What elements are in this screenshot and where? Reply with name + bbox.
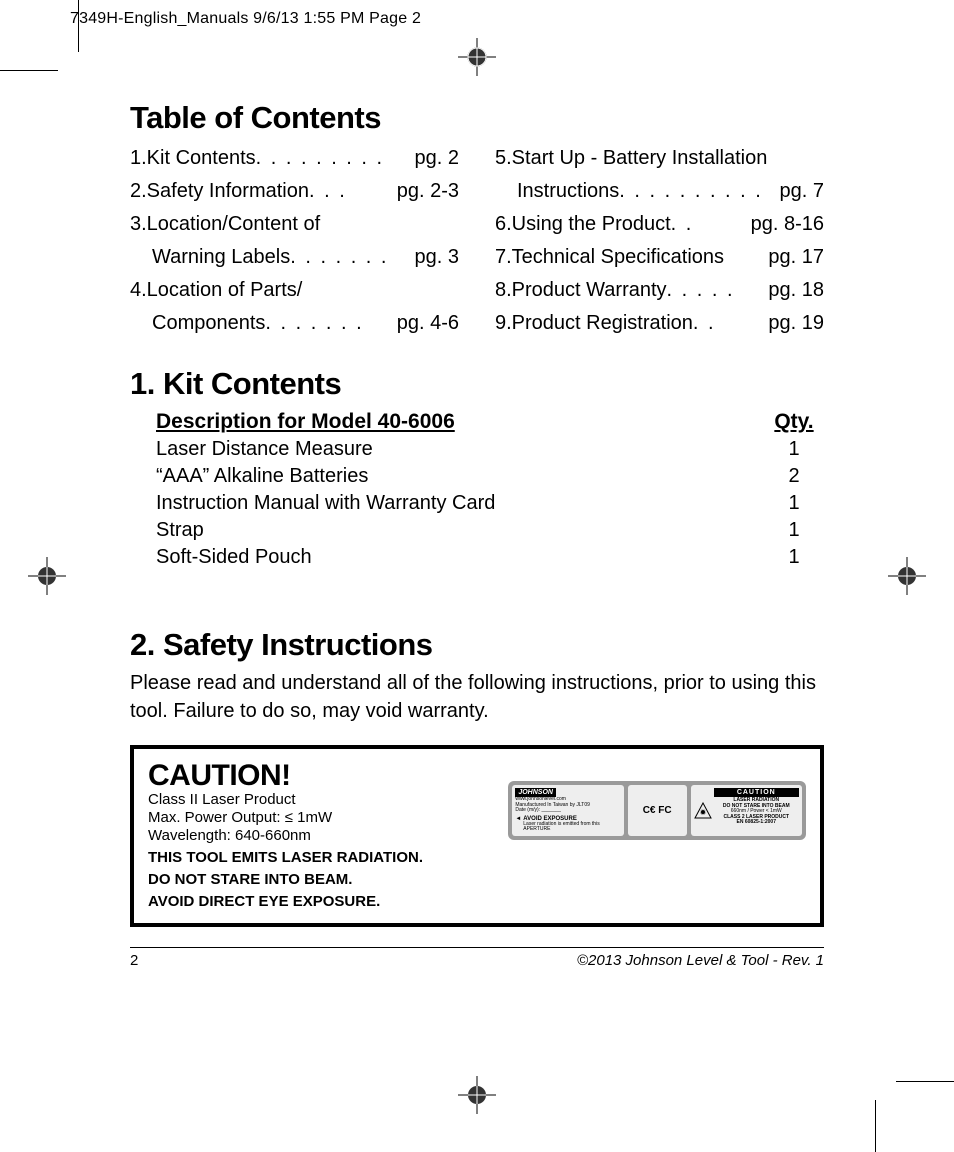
caution-spec-line: Class II Laser Product (148, 791, 490, 809)
page-footer: 2 ©2013 Johnson Level & Tool - Rev. 1 (130, 947, 824, 969)
toc-entry-title: Warning Labels (152, 241, 290, 274)
caution-spec-line: Max. Power Output: ≤ 1mW (148, 809, 490, 827)
toc-entry: 4.Location of Parts/ (130, 274, 459, 307)
table-of-contents: 1.Kit Contents . . . . . . . . . pg. 22.… (130, 142, 824, 340)
registration-mark-bottom (458, 1076, 496, 1114)
crop-mark (0, 70, 58, 71)
toc-leader-dots: . . . . . (667, 274, 765, 307)
safety-body: Please read and understand all of the fo… (130, 669, 824, 725)
kit-item-qty: 1 (764, 490, 824, 517)
toc-entry-page: pg. 2 (411, 142, 459, 175)
toc-entry-page: pg. 3 (411, 241, 459, 274)
toc-entry-title: 8.Product Warranty (495, 274, 667, 307)
page-content: Table of Contents 1.Kit Contents . . . .… (130, 100, 824, 1032)
kit-item-qty: 1 (764, 544, 824, 571)
toc-entry-title: 1.Kit Contents (130, 142, 256, 175)
safety-heading: 2. Safety Instructions (130, 627, 824, 663)
registration-mark-right (888, 557, 926, 595)
toc-entry-title: Components (152, 307, 265, 340)
kit-contents-table: Description for Model 40-6006 Qty. Laser… (156, 408, 824, 571)
caution-warning: DO NOT STARE INTO BEAM. (148, 871, 490, 889)
registration-mark-left (28, 557, 66, 595)
label-rad: EN 60825-1:2007 (714, 820, 799, 826)
caution-box: CAUTION! Class II Laser Product Max. Pow… (130, 745, 824, 927)
kit-row: Instruction Manual with Warranty Card1 (156, 490, 824, 517)
kit-item-description: Instruction Manual with Warranty Card (156, 490, 764, 517)
toc-entry-page: pg. 4-6 (393, 307, 459, 340)
toc-entry-title: 6.Using the Product (495, 208, 671, 241)
toc-entry-title: Instructions (517, 175, 619, 208)
toc-entry-title: 4.Location of Parts/ (130, 274, 302, 307)
toc-entry: 8.Product Warranty. . . . . pg. 18 (495, 274, 824, 307)
toc-leader-dots: . . (693, 307, 765, 340)
toc-leader-dots (724, 241, 764, 274)
label-caution-badge: CAUTION (714, 788, 799, 797)
crop-mark (896, 1081, 954, 1082)
toc-entry: 1.Kit Contents . . . . . . . . . pg. 2 (130, 142, 459, 175)
toc-entry: 5.Start Up - Battery Installation (495, 142, 824, 175)
label-date: Date (m/y): _______ (515, 808, 620, 814)
toc-leader-dots: . . . . . . . . . (256, 142, 411, 175)
product-label-graphic: JOHNSON www.johnsonlevel.com Manufacture… (508, 781, 806, 840)
toc-entry-page: pg. 17 (764, 241, 824, 274)
page-slug: 7349H-English_Manuals 9/6/13 1:55 PM Pag… (70, 10, 421, 28)
registration-mark-top (458, 38, 496, 76)
toc-entry-title: 2.Safety Information (130, 175, 309, 208)
kit-row: Soft-Sided Pouch1 (156, 544, 824, 571)
toc-entry: 2.Safety Information . . . pg. 2-3 (130, 175, 459, 208)
kit-item-description: Soft-Sided Pouch (156, 544, 764, 571)
toc-entry: 3.Location/Content of (130, 208, 459, 241)
kit-row: “AAA” Alkaline Batteries2 (156, 463, 824, 490)
kit-heading: 1. Kit Contents (130, 366, 824, 402)
toc-leader-dots: . . . . . . . (265, 307, 392, 340)
toc-entry-page: pg. 7 (776, 175, 824, 208)
kit-row: Laser Distance Measure1 (156, 436, 824, 463)
toc-entry: Components . . . . . . . pg. 4-6 (130, 307, 459, 340)
toc-entry-page: pg. 19 (764, 307, 824, 340)
toc-entry: 6.Using the Product . . pg. 8-16 (495, 208, 824, 241)
kit-item-description: Laser Distance Measure (156, 436, 764, 463)
kit-col-qty: Qty. (764, 408, 824, 436)
toc-entry-title: 7.Technical Specifications (495, 241, 724, 274)
toc-leader-dots: . . (671, 208, 747, 241)
toc-entry-page: pg. 18 (764, 274, 824, 307)
caution-warning: THIS TOOL EMITS LASER RADIATION. (148, 849, 490, 867)
toc-entry: Warning Labels . . . . . . . pg. 3 (130, 241, 459, 274)
toc-entry: Instructions . . . . . . . . . . pg. 7 (495, 175, 824, 208)
toc-leader-dots: . . . . . . . (290, 241, 410, 274)
ce-fc-marks: C€ FC (628, 785, 687, 836)
toc-entry-page: pg. 2-3 (393, 175, 459, 208)
toc-entry: 7.Technical Specifications pg. 17 (495, 241, 824, 274)
copyright: ©2013 Johnson Level & Tool - Rev. 1 (577, 952, 824, 969)
toc-entry-page: pg. 8-16 (747, 208, 824, 241)
caution-title: CAUTION! (148, 759, 490, 793)
kit-item-qty: 1 (764, 517, 824, 544)
aperture-arrow-icon: ◄ (515, 816, 521, 833)
toc-heading: Table of Contents (130, 100, 824, 136)
page-number: 2 (130, 952, 138, 969)
kit-col-description: Description for Model 40-6006 (156, 408, 764, 436)
toc-leader-dots: . . . (309, 175, 393, 208)
kit-item-description: “AAA” Alkaline Batteries (156, 463, 764, 490)
toc-entry-title: 3.Location/Content of (130, 208, 320, 241)
kit-item-description: Strap (156, 517, 764, 544)
toc-entry-title: 9.Product Registration (495, 307, 693, 340)
svg-text:✹: ✹ (699, 808, 706, 817)
label-avoid-sub: Laser radiation is emitted from this APE… (523, 822, 621, 833)
kit-item-qty: 2 (764, 463, 824, 490)
crop-mark (875, 1100, 876, 1152)
caution-warning: AVOID DIRECT EYE EXPOSURE. (148, 893, 490, 911)
toc-entry: 9.Product Registration . . pg. 19 (495, 307, 824, 340)
toc-entry-title: 5.Start Up - Battery Installation (495, 142, 767, 175)
kit-row: Strap1 (156, 517, 824, 544)
laser-warning-triangle-icon: ✹ (694, 788, 712, 833)
toc-leader-dots: . . . . . . . . . . (619, 175, 775, 208)
caution-spec-line: Wavelength: 640-660nm (148, 827, 490, 845)
kit-item-qty: 1 (764, 436, 824, 463)
